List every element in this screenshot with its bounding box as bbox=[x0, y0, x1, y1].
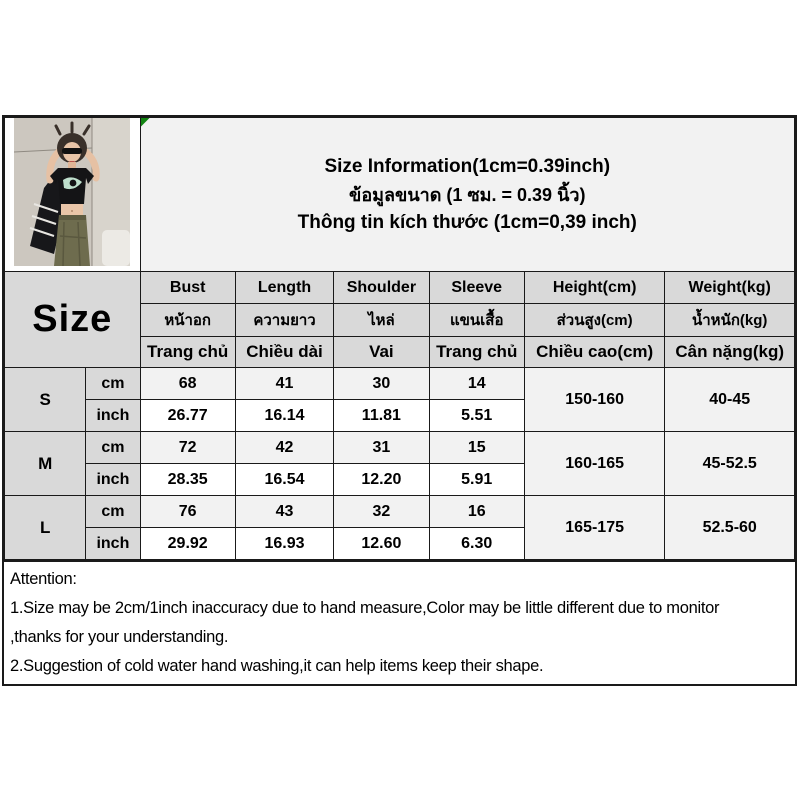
col-header-shoulder-en: Shoulder bbox=[333, 271, 430, 304]
l-length-inch: 16.93 bbox=[234, 527, 335, 560]
m-bust-cm: 72 bbox=[139, 431, 236, 464]
col-header-weight-th: น้ำหนัก(kg) bbox=[664, 303, 795, 337]
unit-label-cm: cm bbox=[85, 495, 141, 528]
unit-label-cm: cm bbox=[85, 367, 141, 400]
s-shoulder-inch: 11.81 bbox=[333, 399, 430, 432]
col-header-length-th: ความยาว bbox=[234, 303, 335, 337]
s-weight-range: 40-45 bbox=[664, 367, 795, 432]
m-bust-inch: 28.35 bbox=[139, 463, 236, 496]
col-header-weight-en: Weight(kg) bbox=[664, 271, 795, 304]
l-height-range: 165-175 bbox=[523, 495, 666, 560]
m-length-inch: 16.54 bbox=[234, 463, 335, 496]
attention-line: 1.Size may be 2cm/1inch inaccuracy due t… bbox=[10, 599, 720, 617]
size-row-m-label: M bbox=[3, 431, 87, 496]
product-photo bbox=[14, 118, 131, 267]
m-sleeve-cm: 15 bbox=[428, 431, 525, 464]
l-bust-cm: 76 bbox=[139, 495, 236, 528]
col-header-length-en: Length bbox=[234, 271, 335, 304]
corner-marker-icon bbox=[140, 118, 150, 127]
l-shoulder-cm: 32 bbox=[333, 495, 430, 528]
col-header-height-th: ส่วนสูง(cm) bbox=[523, 303, 666, 337]
l-weight-range: 52.5-60 bbox=[664, 495, 795, 560]
col-header-shoulder-vi: Vai bbox=[333, 336, 430, 368]
s-bust-inch: 26.77 bbox=[139, 399, 236, 432]
s-length-inch: 16.14 bbox=[234, 399, 335, 432]
m-shoulder-cm: 31 bbox=[333, 431, 430, 464]
title-english: Size Information(1cm=0.39inch) bbox=[324, 155, 611, 177]
s-sleeve-inch: 5.51 bbox=[428, 399, 525, 432]
title-vietnamese: Thông tin kích thước (1cm=0,39 inch) bbox=[297, 211, 637, 233]
col-header-length-vi: Chiều dài bbox=[234, 336, 335, 368]
col-header-weight-vi: Cân nặng(kg) bbox=[664, 336, 795, 368]
l-bust-inch: 29.92 bbox=[139, 527, 236, 560]
size-table: Size Information(1cm=0.39inch) ข้อมูลขนา… bbox=[3, 117, 795, 560]
col-header-height-en: Height(cm) bbox=[523, 271, 666, 304]
s-shoulder-cm: 30 bbox=[333, 367, 430, 400]
attention-heading: Attention: bbox=[10, 570, 77, 588]
col-header-sleeve-th: แขนเสื้อ bbox=[428, 303, 525, 337]
col-header-bust-th: หน้าอก bbox=[139, 303, 236, 337]
m-weight-range: 45-52.5 bbox=[664, 431, 795, 496]
col-header-sleeve-en: Sleeve bbox=[428, 271, 525, 304]
s-bust-cm: 68 bbox=[139, 367, 236, 400]
attention-line: 2.Suggestion of cold water hand washing,… bbox=[10, 657, 544, 675]
title-cell: Size Information(1cm=0.39inch) ข้อมูลขนา… bbox=[139, 117, 795, 272]
m-sleeve-inch: 5.91 bbox=[428, 463, 525, 496]
col-header-sleeve-vi: Trang chủ bbox=[428, 336, 525, 368]
size-row-l-label: L bbox=[3, 495, 87, 560]
col-header-bust-en: Bust bbox=[139, 271, 236, 304]
l-shoulder-inch: 12.60 bbox=[333, 527, 430, 560]
unit-label-cm: cm bbox=[85, 431, 141, 464]
col-header-height-vi: Chiều cao(cm) bbox=[523, 336, 666, 368]
l-sleeve-cm: 16 bbox=[428, 495, 525, 528]
l-length-cm: 43 bbox=[234, 495, 335, 528]
unit-label-inch: inch bbox=[85, 399, 141, 432]
s-sleeve-cm: 14 bbox=[428, 367, 525, 400]
unit-label-inch: inch bbox=[85, 527, 141, 560]
product-photo-cell bbox=[4, 117, 141, 272]
size-header: Size bbox=[4, 271, 141, 368]
title-thai: ข้อมูลขนาด (1 ซม. = 0.39 นิ้ว) bbox=[349, 184, 586, 205]
s-length-cm: 41 bbox=[234, 367, 335, 400]
size-row-s-label: S bbox=[3, 367, 87, 432]
unit-label-inch: inch bbox=[85, 463, 141, 496]
col-header-shoulder-th: ไหล่ bbox=[333, 303, 430, 337]
attention-note: Attention: 1.Size may be 2cm/1inch inacc… bbox=[4, 560, 795, 684]
size-chart-sheet: Size Information(1cm=0.39inch) ข้อมูลขนา… bbox=[2, 115, 797, 686]
col-header-bust-vi: Trang chủ bbox=[139, 336, 236, 368]
attention-line: ,thanks for your understanding. bbox=[10, 628, 229, 646]
m-length-cm: 42 bbox=[234, 431, 335, 464]
s-height-range: 150-160 bbox=[523, 367, 666, 432]
m-shoulder-inch: 12.20 bbox=[333, 463, 430, 496]
m-height-range: 160-165 bbox=[523, 431, 666, 496]
l-sleeve-inch: 6.30 bbox=[428, 527, 525, 560]
